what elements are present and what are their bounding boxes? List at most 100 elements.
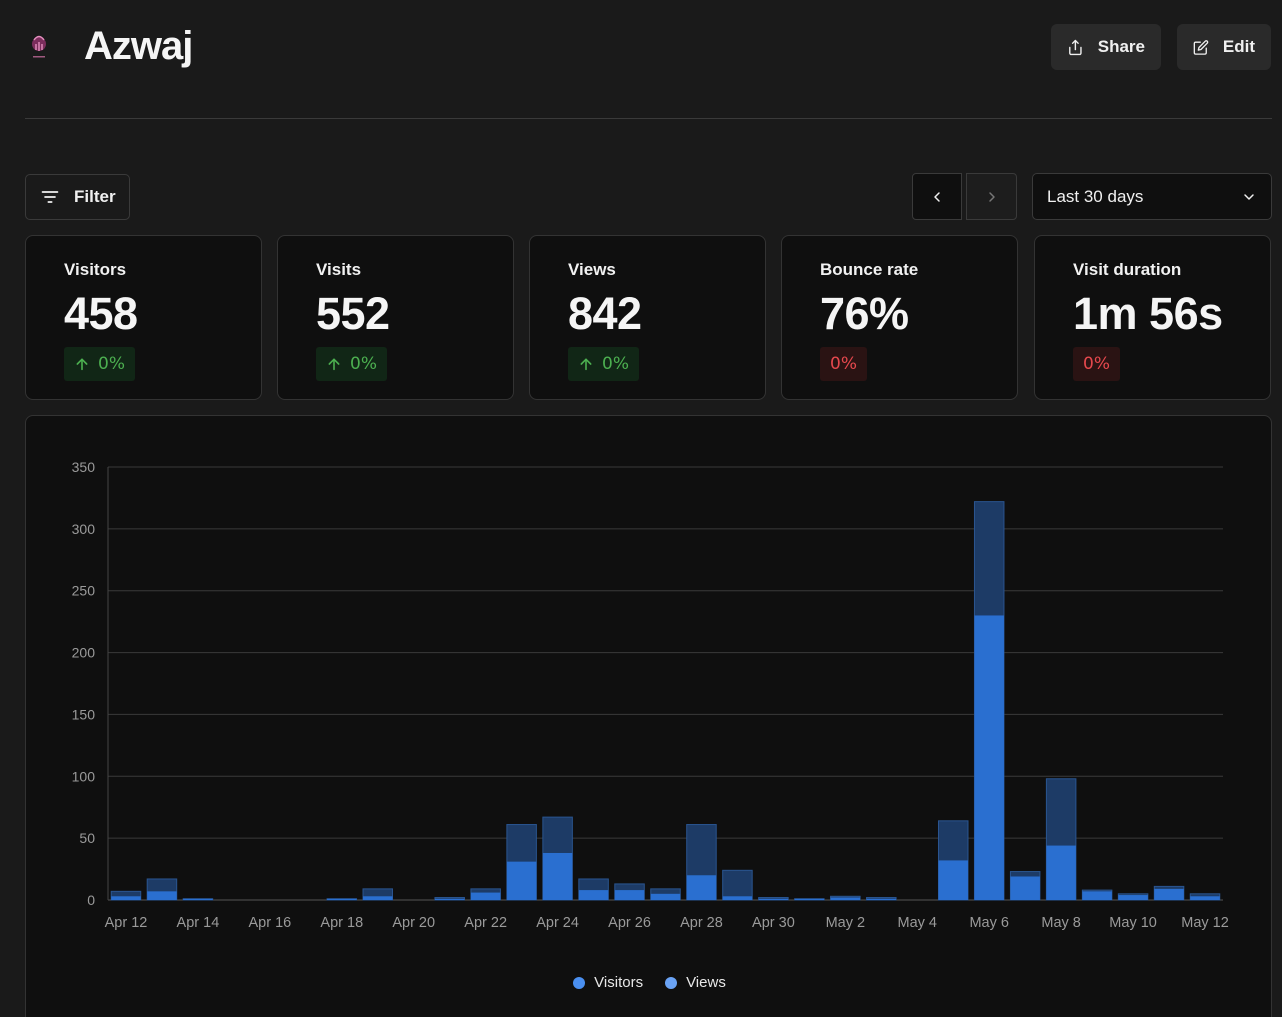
bar-visitors (722, 896, 753, 900)
next-period-button[interactable] (966, 173, 1017, 220)
date-range-value: Last 30 days (1047, 186, 1144, 206)
date-range-select[interactable]: Last 30 days (1032, 173, 1272, 220)
x-tick-label: May 6 (969, 915, 1009, 931)
share-button-label: Share (1097, 37, 1145, 56)
bar-visitors (1190, 896, 1220, 900)
y-tick-label: 250 (72, 583, 96, 599)
bar-visitors (794, 898, 825, 900)
x-tick-label: Apr 12 (105, 915, 148, 931)
metric-card-visits: Visits 552 0% (277, 235, 514, 400)
metric-label: Bounce rate (820, 260, 919, 279)
bar-visitors (830, 897, 861, 900)
chart-legend: Visitors Views (26, 974, 1273, 991)
bar-visitors (866, 898, 897, 900)
bar-visitors (363, 896, 393, 900)
bar-visitors (470, 892, 501, 900)
legend-dot (665, 976, 678, 989)
metric-label: Visit duration (1073, 260, 1182, 279)
share-button[interactable]: Share (1051, 24, 1161, 70)
bar-visitors (614, 890, 645, 900)
x-tick-label: Apr 28 (680, 915, 723, 931)
legend-item-visitors[interactable]: Visitors (573, 974, 643, 991)
legend-label: Views (686, 974, 726, 991)
metric-value: 76% (820, 288, 909, 339)
bar-visitors (327, 898, 357, 900)
filter-icon (41, 191, 59, 203)
bar-visitors (183, 898, 213, 900)
y-tick-label: 150 (72, 706, 96, 722)
chart-panel: 0 50 100 150 200 250 300 350 Apr 12 Apr 14 Apr 16 A… (25, 415, 1272, 1017)
y-tick-label: 50 (79, 830, 95, 846)
share-icon (1069, 39, 1082, 55)
metric-change-value: 0% (830, 354, 857, 374)
x-tick-label: Apr 26 (608, 915, 651, 931)
bar-visitors (938, 860, 968, 900)
bar-visitors (686, 875, 717, 900)
metric-change-badge: 0% (1073, 347, 1120, 381)
previous-period-button[interactable] (912, 173, 962, 220)
arrow-up-icon (328, 358, 340, 371)
metric-change-value: 0% (602, 354, 629, 374)
bar-visitors (758, 898, 789, 900)
x-tick-label: Apr 24 (536, 915, 579, 931)
arrow-up-icon (76, 358, 88, 371)
metric-change-badge: 0% (820, 347, 867, 381)
edit-icon (1193, 39, 1209, 55)
x-tick-label: May 12 (1181, 915, 1229, 931)
metric-change-value: 0% (1083, 354, 1110, 374)
chevron-down-icon (1244, 193, 1254, 200)
legend-dot (573, 976, 586, 989)
bar-visitors (1082, 891, 1112, 900)
metric-change-badge: 0% (568, 347, 639, 381)
traffic-bar-chart: 0 50 100 150 200 250 300 350 Apr 12 Apr 14 Apr 16 A… (72, 459, 1229, 931)
chevron-right-icon (988, 191, 995, 202)
header: Azwaj Share Edit (0, 0, 1282, 120)
filter-button-label: Filter (74, 187, 116, 206)
metric-value: 552 (316, 288, 390, 339)
filter-button[interactable]: Filter (25, 174, 130, 220)
x-tick-label: Apr 30 (752, 915, 795, 931)
page-title: Azwaj (84, 24, 193, 68)
x-tick-label: Apr 16 (248, 915, 291, 931)
x-tick-label: Apr 14 (177, 915, 220, 931)
x-tick-label: May 2 (826, 915, 866, 931)
y-tick-label: 100 (72, 768, 96, 784)
arrow-up-icon (580, 358, 592, 371)
x-tick-label: May 8 (1041, 915, 1081, 931)
bar-visitors (1118, 895, 1148, 900)
bar-visitors (650, 893, 681, 900)
site-logo-icon (32, 35, 46, 58)
metric-value: 1m 56s (1073, 288, 1223, 339)
bar-visitors (578, 890, 609, 900)
legend-label: Visitors (594, 974, 644, 991)
x-tick-label: May 4 (898, 915, 938, 931)
metric-label: Visitors (64, 260, 127, 279)
header-divider (25, 118, 1272, 119)
bar-visitors (974, 615, 1004, 900)
y-tick-label: 0 (87, 892, 95, 908)
bar-visitors (147, 891, 177, 900)
edit-button[interactable]: Edit (1177, 24, 1271, 70)
x-tick-label: Apr 18 (320, 915, 363, 931)
bar-views (722, 869, 753, 901)
legend-item-views[interactable]: Views (665, 974, 726, 991)
metric-label: Visits (316, 260, 362, 279)
metric-value: 458 (64, 288, 138, 339)
metric-label: Views (568, 260, 616, 279)
bar-visitors (1046, 845, 1076, 900)
metric-change-badge: 0% (316, 347, 387, 381)
edit-button-label: Edit (1222, 37, 1255, 56)
x-tick-label: May 10 (1109, 915, 1157, 931)
y-tick-label: 350 (72, 459, 96, 475)
bar-visitors (111, 896, 141, 900)
metric-change-value: 0% (98, 354, 125, 374)
metric-card-visit-duration: Visit duration 1m 56s 0% (1034, 235, 1271, 400)
bar-visitors (506, 861, 537, 900)
bar-visitors (1010, 876, 1040, 900)
y-tick-label: 300 (72, 521, 96, 537)
y-tick-label: 200 (72, 645, 96, 661)
bar-visitors (542, 852, 573, 900)
metric-value: 842 (568, 288, 642, 339)
metric-card-views: Views 842 0% (529, 235, 766, 400)
metric-card-visitors: Visitors 458 0% (25, 235, 262, 400)
